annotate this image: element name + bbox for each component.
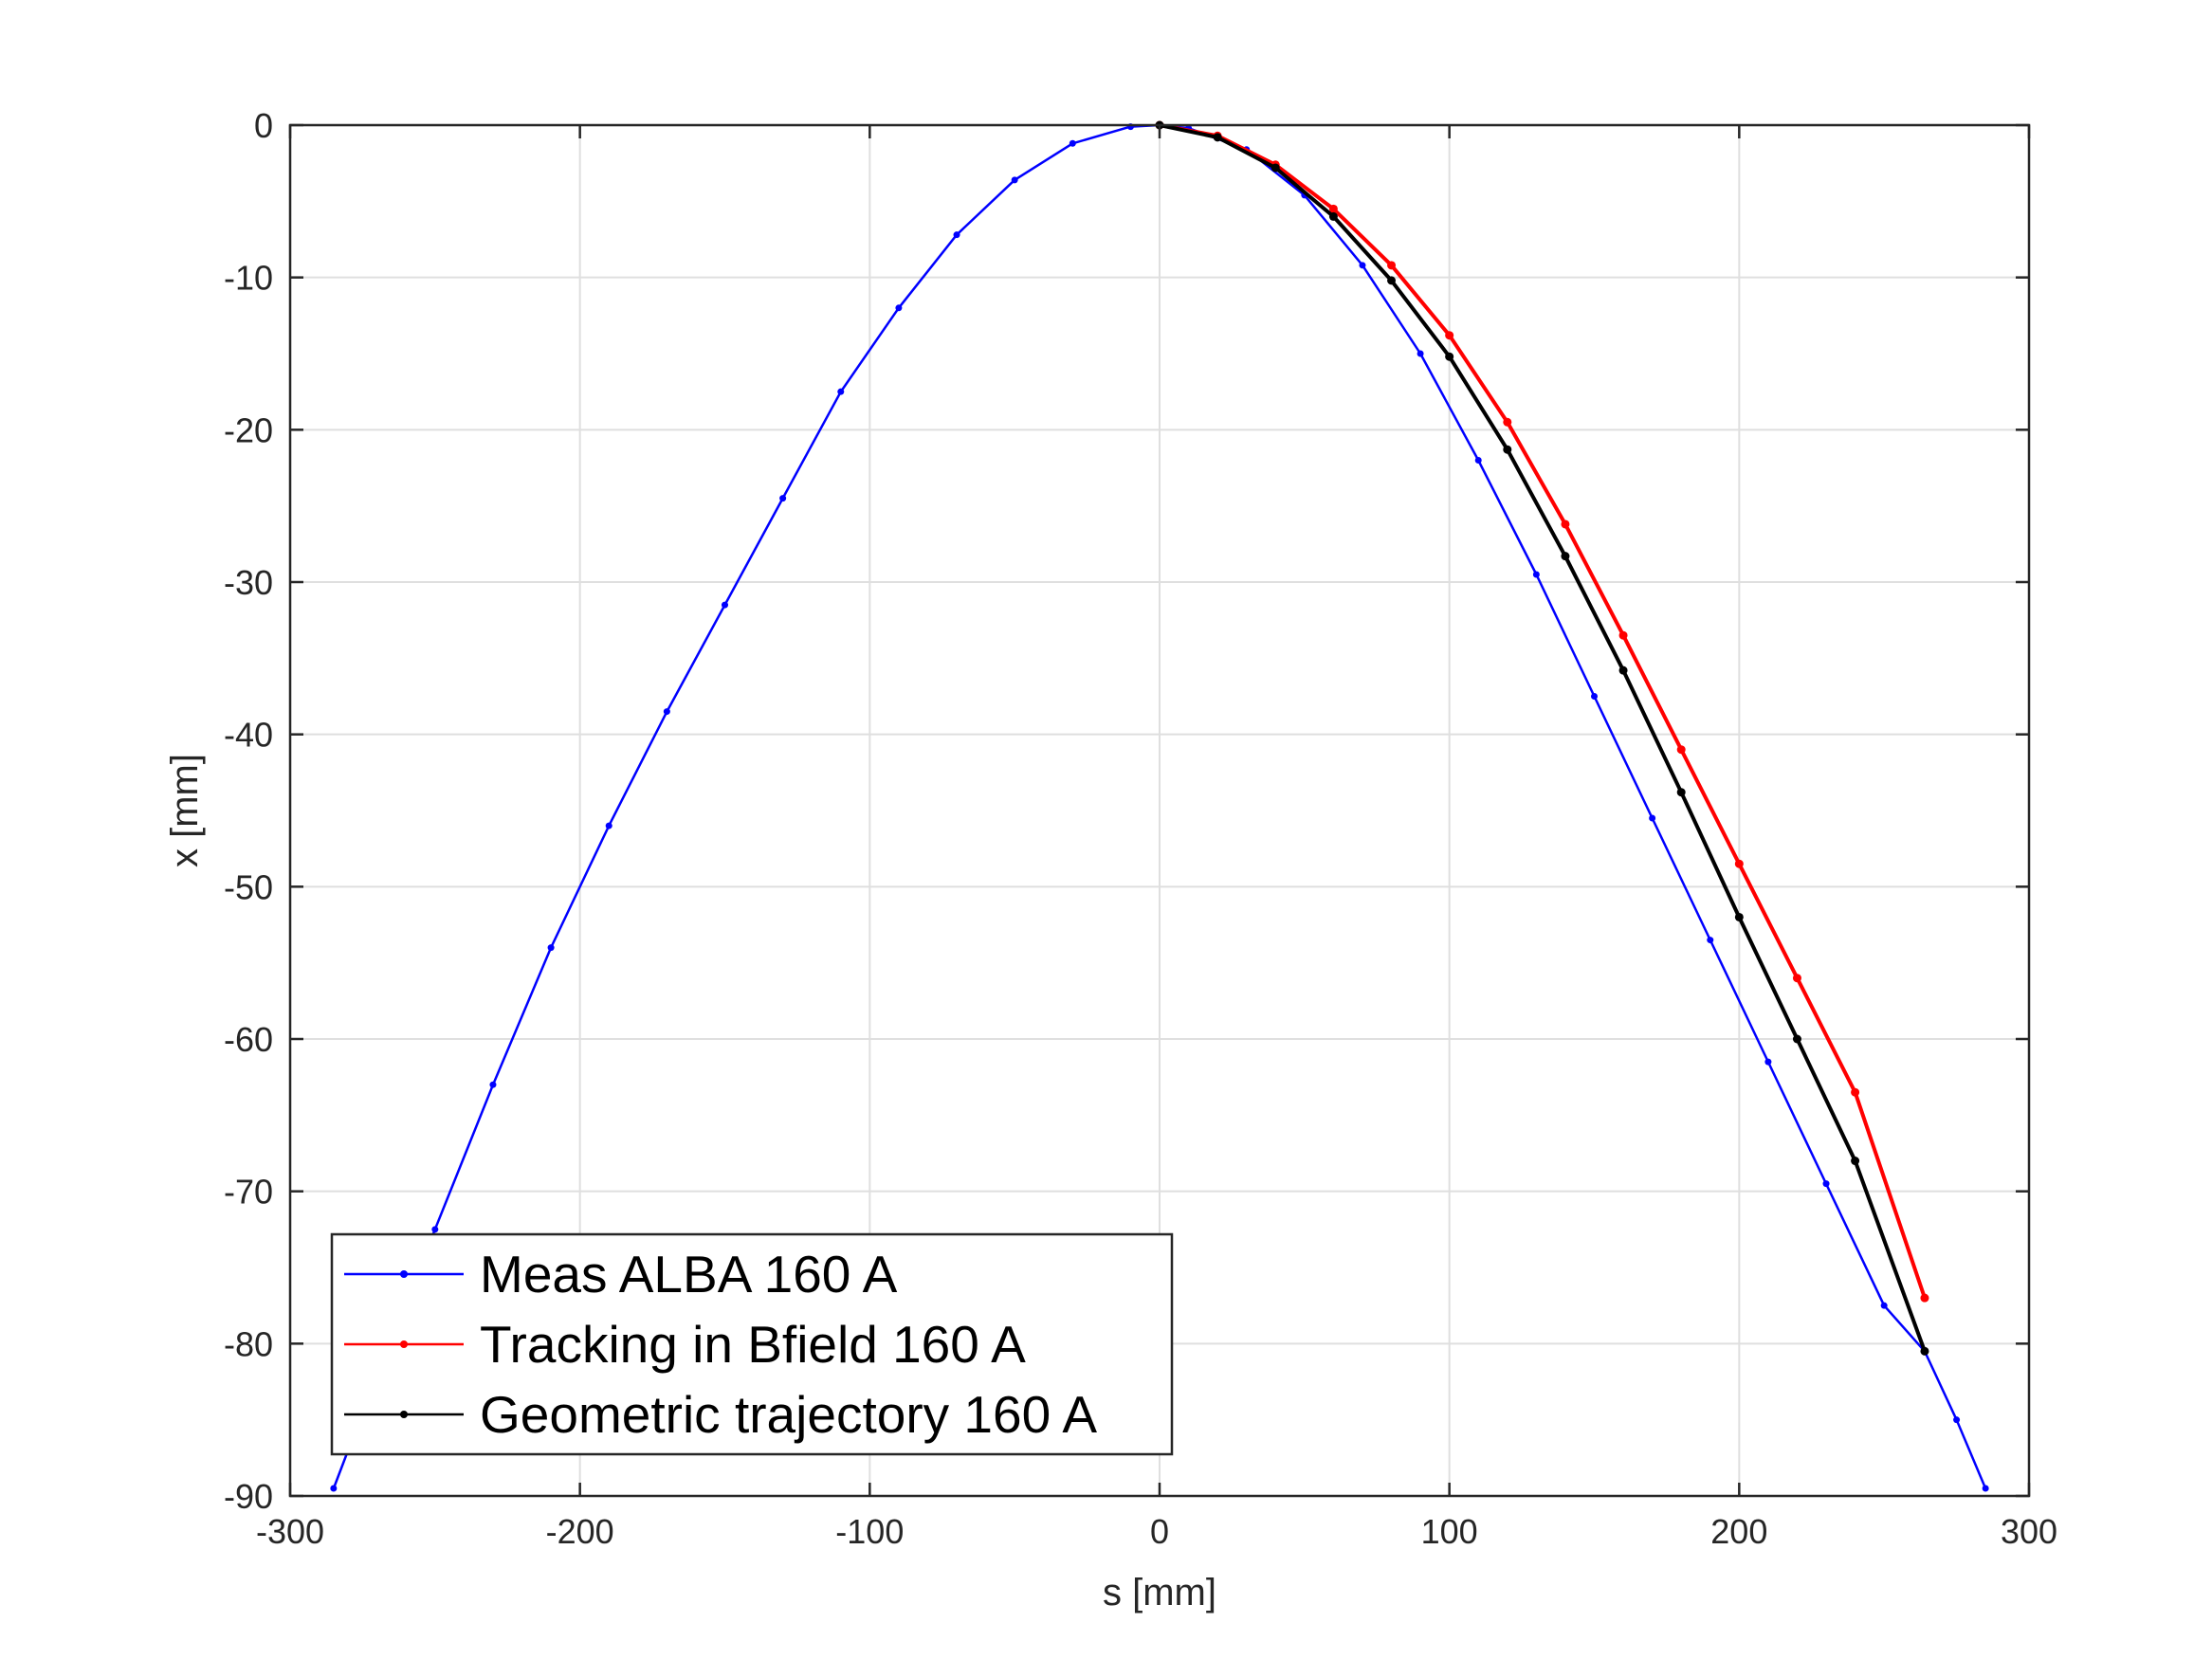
y-tick-label: -60 bbox=[224, 1020, 273, 1059]
y-tick-label: -20 bbox=[224, 410, 273, 449]
y-tick-label: -70 bbox=[224, 1173, 273, 1212]
data-point bbox=[1764, 1058, 1772, 1066]
data-point bbox=[895, 304, 903, 312]
y-tick-label: -10 bbox=[224, 259, 273, 298]
legend-marker bbox=[400, 1411, 408, 1418]
data-point bbox=[1011, 176, 1018, 184]
legend-marker bbox=[400, 1270, 408, 1278]
data-point bbox=[431, 1226, 439, 1233]
y-tick-label: -90 bbox=[224, 1477, 273, 1516]
data-point bbox=[330, 1485, 338, 1492]
data-point bbox=[953, 231, 960, 239]
data-point bbox=[1387, 261, 1397, 270]
x-axis-label: s [mm] bbox=[1103, 1572, 1216, 1613]
y-axis-label: x [mm] bbox=[164, 754, 206, 867]
data-point bbox=[722, 601, 728, 609]
data-point bbox=[1503, 417, 1512, 427]
tick-labels: -300 -200 -100 0 100 200 300-90-80-70-60-50-40… bbox=[224, 106, 2057, 1551]
legend-marker bbox=[400, 1340, 408, 1348]
legend: Meas ALBA 160 A Tracking in Bfield 160 A G… bbox=[330, 1232, 1174, 1456]
data-point bbox=[1851, 1087, 1860, 1097]
data-point bbox=[1734, 859, 1744, 868]
data-point bbox=[1953, 1416, 1961, 1424]
data-point bbox=[1069, 139, 1076, 147]
data-point bbox=[779, 495, 787, 502]
x-tick-label: 100 bbox=[1421, 1512, 1478, 1551]
data-point bbox=[1792, 1034, 1801, 1044]
data-point bbox=[1618, 630, 1628, 640]
data-point bbox=[1676, 788, 1686, 797]
data-point bbox=[1880, 1302, 1888, 1309]
y-tick-label: -30 bbox=[224, 563, 273, 602]
series-layer bbox=[330, 120, 1989, 1492]
data-point bbox=[1734, 912, 1744, 921]
data-point bbox=[1792, 974, 1801, 983]
data-point bbox=[1532, 571, 1540, 578]
data-point bbox=[1920, 1346, 1929, 1356]
plot-frame bbox=[288, 123, 2031, 1498]
data-point bbox=[1561, 520, 1570, 529]
data-point bbox=[1328, 211, 1338, 221]
data-point bbox=[1591, 693, 1598, 700]
data-point bbox=[1676, 745, 1686, 755]
legend-label: Tracking in Bfield 160 A bbox=[480, 1315, 1026, 1374]
legend-label: Geometric trajectory 160 A bbox=[480, 1385, 1097, 1444]
series-line bbox=[1159, 123, 1927, 1353]
axes bbox=[288, 123, 2031, 1498]
y-tick-label: -40 bbox=[224, 716, 273, 755]
data-point bbox=[1417, 350, 1424, 357]
data-point bbox=[1503, 445, 1512, 454]
data-point bbox=[1271, 163, 1280, 173]
data-point bbox=[663, 708, 670, 716]
x-tick-label: 0 bbox=[1150, 1512, 1169, 1551]
x-tick-label: -100 bbox=[835, 1512, 904, 1551]
data-point bbox=[1707, 937, 1714, 944]
data-point bbox=[1982, 1485, 1989, 1492]
x-tick-label: -300 bbox=[256, 1512, 324, 1551]
data-point bbox=[1618, 665, 1628, 675]
y-tick-label: -50 bbox=[224, 867, 273, 906]
data-point bbox=[1445, 352, 1454, 361]
y-tick-label: -80 bbox=[224, 1324, 273, 1363]
series-line bbox=[1159, 123, 1927, 1299]
data-point bbox=[1851, 1157, 1860, 1166]
data-point bbox=[547, 944, 555, 952]
data-point bbox=[1387, 276, 1397, 285]
data-point bbox=[1328, 204, 1338, 213]
legend-box bbox=[330, 1232, 1174, 1456]
legend-label: Meas ALBA 160 A bbox=[480, 1245, 898, 1304]
x-tick-label: 200 bbox=[1710, 1512, 1767, 1551]
data-point bbox=[1474, 456, 1482, 464]
data-point bbox=[1920, 1293, 1929, 1303]
series-2 bbox=[1155, 120, 1929, 1356]
data-point bbox=[1445, 331, 1454, 340]
data-point bbox=[1213, 133, 1222, 142]
y-tick-label: 0 bbox=[254, 106, 273, 145]
data-point bbox=[1822, 1180, 1830, 1188]
data-point bbox=[605, 822, 612, 830]
series-1 bbox=[1155, 120, 1929, 1303]
data-point bbox=[837, 388, 845, 395]
x-tick-label: -200 bbox=[546, 1512, 614, 1551]
data-point bbox=[1649, 814, 1656, 822]
data-point bbox=[1359, 262, 1366, 269]
x-tick-label: 300 bbox=[2001, 1512, 2057, 1551]
data-point bbox=[489, 1081, 497, 1088]
data-point bbox=[1561, 552, 1570, 561]
